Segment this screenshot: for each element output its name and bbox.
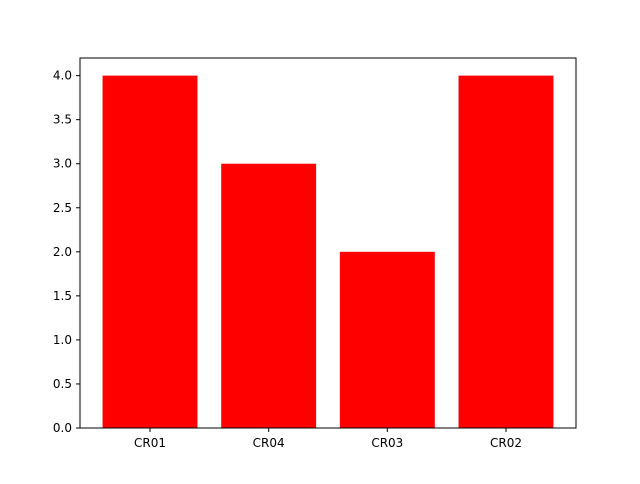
y-axis: 0.0 0.5 1.0 1.5 2.0 2.5 3.0 3.5 4.0 <box>53 69 80 435</box>
plot-frame <box>79 57 577 429</box>
y-tick-label: 3.0 <box>53 157 72 171</box>
x-axis: CR01 CR04 CR03 CR02 <box>134 428 522 450</box>
x-tick-label: CR01 <box>134 436 166 450</box>
x-tick-label: CR04 <box>253 436 285 450</box>
bar-cr01 <box>102 75 198 428</box>
y-tick-label: 4.0 <box>53 69 72 83</box>
bars-layer <box>102 75 554 428</box>
y-tick-label: 0.5 <box>53 377 72 391</box>
y-tick-label: 1.0 <box>53 333 72 347</box>
bar-cr04 <box>221 163 317 428</box>
bar-cr02 <box>458 75 554 428</box>
bar-cr03 <box>339 251 435 428</box>
y-tick-label: 0.0 <box>53 421 72 435</box>
y-tick-label: 2.5 <box>53 201 72 215</box>
x-tick-label: CR02 <box>490 436 522 450</box>
x-tick-label: CR03 <box>371 436 403 450</box>
y-tick-label: 3.5 <box>53 113 72 127</box>
y-tick-label: 2.0 <box>53 245 72 259</box>
y-tick-label: 1.5 <box>53 289 72 303</box>
